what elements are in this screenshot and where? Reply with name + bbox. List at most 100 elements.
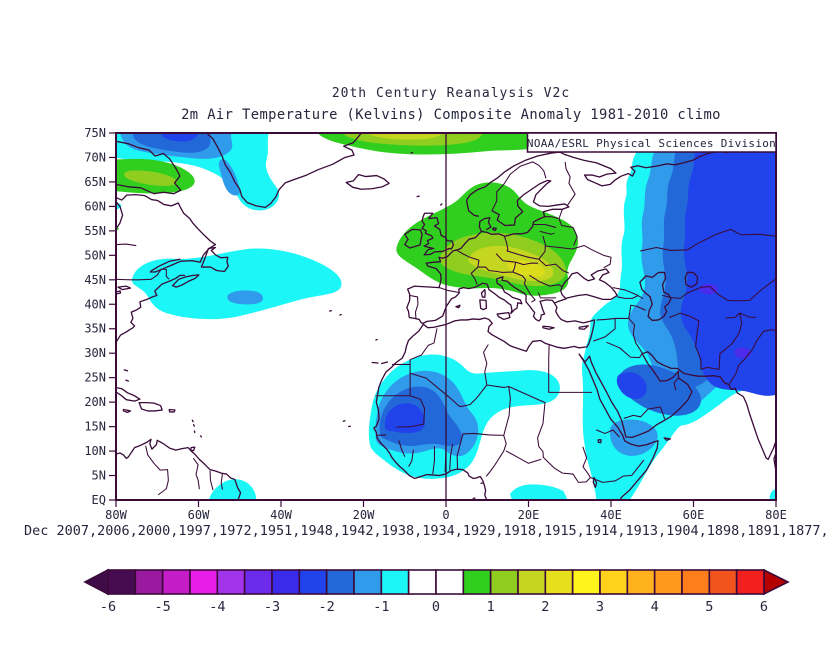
colorbar-cell [380, 569, 410, 595]
anomaly-centralasia-violet [698, 283, 718, 295]
lat-tick-label: 5N [92, 469, 106, 483]
coast-hispaniola [139, 403, 162, 411]
lat-tick-label: 10N [84, 444, 106, 458]
anomaly-congo-cyan [509, 484, 568, 500]
lat-tick-label: 70N [84, 150, 106, 164]
coast-crete-cyprus [543, 326, 588, 329]
colorbar-tick-label: 4 [651, 599, 659, 615]
coast-sicily [497, 313, 510, 320]
borders-asia [594, 229, 776, 418]
coast-st-lawrence [151, 259, 180, 271]
anomaly-corner-cyan [769, 488, 776, 500]
colorbar-tick-label: 3 [596, 599, 604, 615]
colorbar-cell [407, 569, 437, 595]
colorbar-right-arrow [763, 568, 790, 596]
source-box-rect [526, 132, 777, 153]
lon-tick-label: 40W [270, 508, 292, 522]
colorbar-cell [161, 569, 191, 595]
lat-tick-label: 75N [84, 126, 106, 140]
colorbar-cell [599, 569, 629, 595]
lat-tick-label: 45N [84, 273, 106, 287]
colorbar-cell [134, 569, 164, 595]
coast-bahamas [124, 370, 128, 381]
colorbar-cell [708, 569, 738, 595]
coast-newfoundland [201, 248, 228, 272]
coast-redsea-africa-somalia [579, 354, 658, 500]
lon-tick-label: 60E [683, 508, 705, 522]
colorbar-tick-label: -1 [373, 599, 389, 615]
source-box: NOAA/ESRL Physical Sciences Division [526, 132, 777, 153]
colorbar-cell [571, 569, 601, 595]
colorbar-cell [735, 569, 765, 595]
colorbar-cell [216, 569, 246, 595]
coast-aral [685, 272, 697, 287]
lon-tick-label: 20E [518, 508, 540, 522]
lat-tick-label: 55N [84, 224, 106, 238]
map-area [114, 133, 776, 500]
colorbar-tick-label: -6 [100, 599, 116, 615]
colorbar-cell [544, 569, 574, 595]
composite-dates: Dec 2007,2006,2000,1997,1972,1951,1948,1… [24, 523, 829, 539]
coast-caspian [640, 272, 671, 320]
colorbar-cell [353, 569, 383, 595]
colorbar-tick-label: 6 [760, 599, 768, 615]
coast-arabia-iran-india [579, 352, 776, 460]
colorbar-cell [435, 569, 465, 595]
coastlines [114, 133, 776, 500]
lat-tick-label: EQ [92, 493, 106, 507]
colorbar: -6 -5 -4 -3 -2 -1 0 1 2 3 4 5 6 [83, 568, 790, 615]
lat-tick-label: 20N [84, 395, 106, 409]
coast-europe-africa-mainland [374, 231, 595, 500]
source-label: NOAA/ESRL Physical Sciences Division [527, 137, 776, 150]
lon-tick-label: 60W [188, 508, 210, 522]
anomaly-asia-royal [680, 133, 776, 396]
colorbar-tick-label: 5 [705, 599, 713, 615]
colorbar-cell [681, 569, 711, 595]
anomaly-amazon-cyan [208, 479, 257, 500]
colorbar-cell [271, 569, 301, 595]
coast-baltic [481, 180, 568, 236]
colorbar-left-arrow [83, 568, 109, 596]
lon-tick-label: 0 [442, 508, 449, 522]
coast-us-east [116, 275, 184, 342]
anomaly-nw-atlantic-core [227, 290, 263, 305]
borders-africa [376, 329, 644, 483]
coast-greenland [207, 133, 362, 207]
lat-tick-label: 15N [84, 420, 106, 434]
coast-black-sea [561, 269, 618, 299]
plot-title: 20th Century Reanalysis V2c [332, 86, 570, 101]
lon-axis: 80W 60W 40W 20W 0 20E 40E 60E 80E [105, 500, 787, 522]
coast-great-lakes [116, 286, 130, 294]
anomaly-top-olive [367, 133, 442, 140]
anomaly-nw-atlantic-cyan [131, 248, 342, 320]
lat-axis: 75N 70N 65N 60N 55N 50N 45N 40N 35N 30N 25N 20N 15N 1… [84, 126, 116, 507]
borders-europe [410, 162, 611, 318]
colorbar-cell [325, 569, 355, 595]
colorbar-tick-label: -2 [319, 599, 335, 615]
colorbar-cell [626, 569, 656, 595]
coast-lesser-antilles [192, 420, 201, 437]
colorbar-cell [243, 569, 273, 595]
lon-tick-label: 80E [765, 508, 787, 522]
map-geo-layer [114, 133, 776, 500]
coast-great-britain [422, 213, 453, 255]
coast-cuba [116, 387, 140, 401]
anomaly-canada-ygreen [124, 170, 177, 186]
anomaly-greenland-coast-sky [218, 159, 241, 196]
colorbar-tick-label: 1 [487, 599, 495, 615]
coast-marmara [555, 299, 566, 303]
colorbar-cell [462, 569, 492, 595]
coast-south-america [116, 439, 241, 500]
coast-balearics [456, 305, 460, 307]
coast-socotra [664, 438, 670, 440]
anomaly-left-edge-cyan-dash [116, 202, 122, 210]
anomaly-yemen-sky [609, 419, 658, 456]
lon-tick-label: 20W [353, 508, 375, 522]
lat-tick-label: 30N [84, 346, 106, 360]
colorbar-tick-label: -3 [264, 599, 280, 615]
coast-lake-tana [598, 440, 601, 443]
colorbar-tick-label: 2 [541, 599, 549, 615]
coast-puerto-rico [169, 409, 175, 411]
